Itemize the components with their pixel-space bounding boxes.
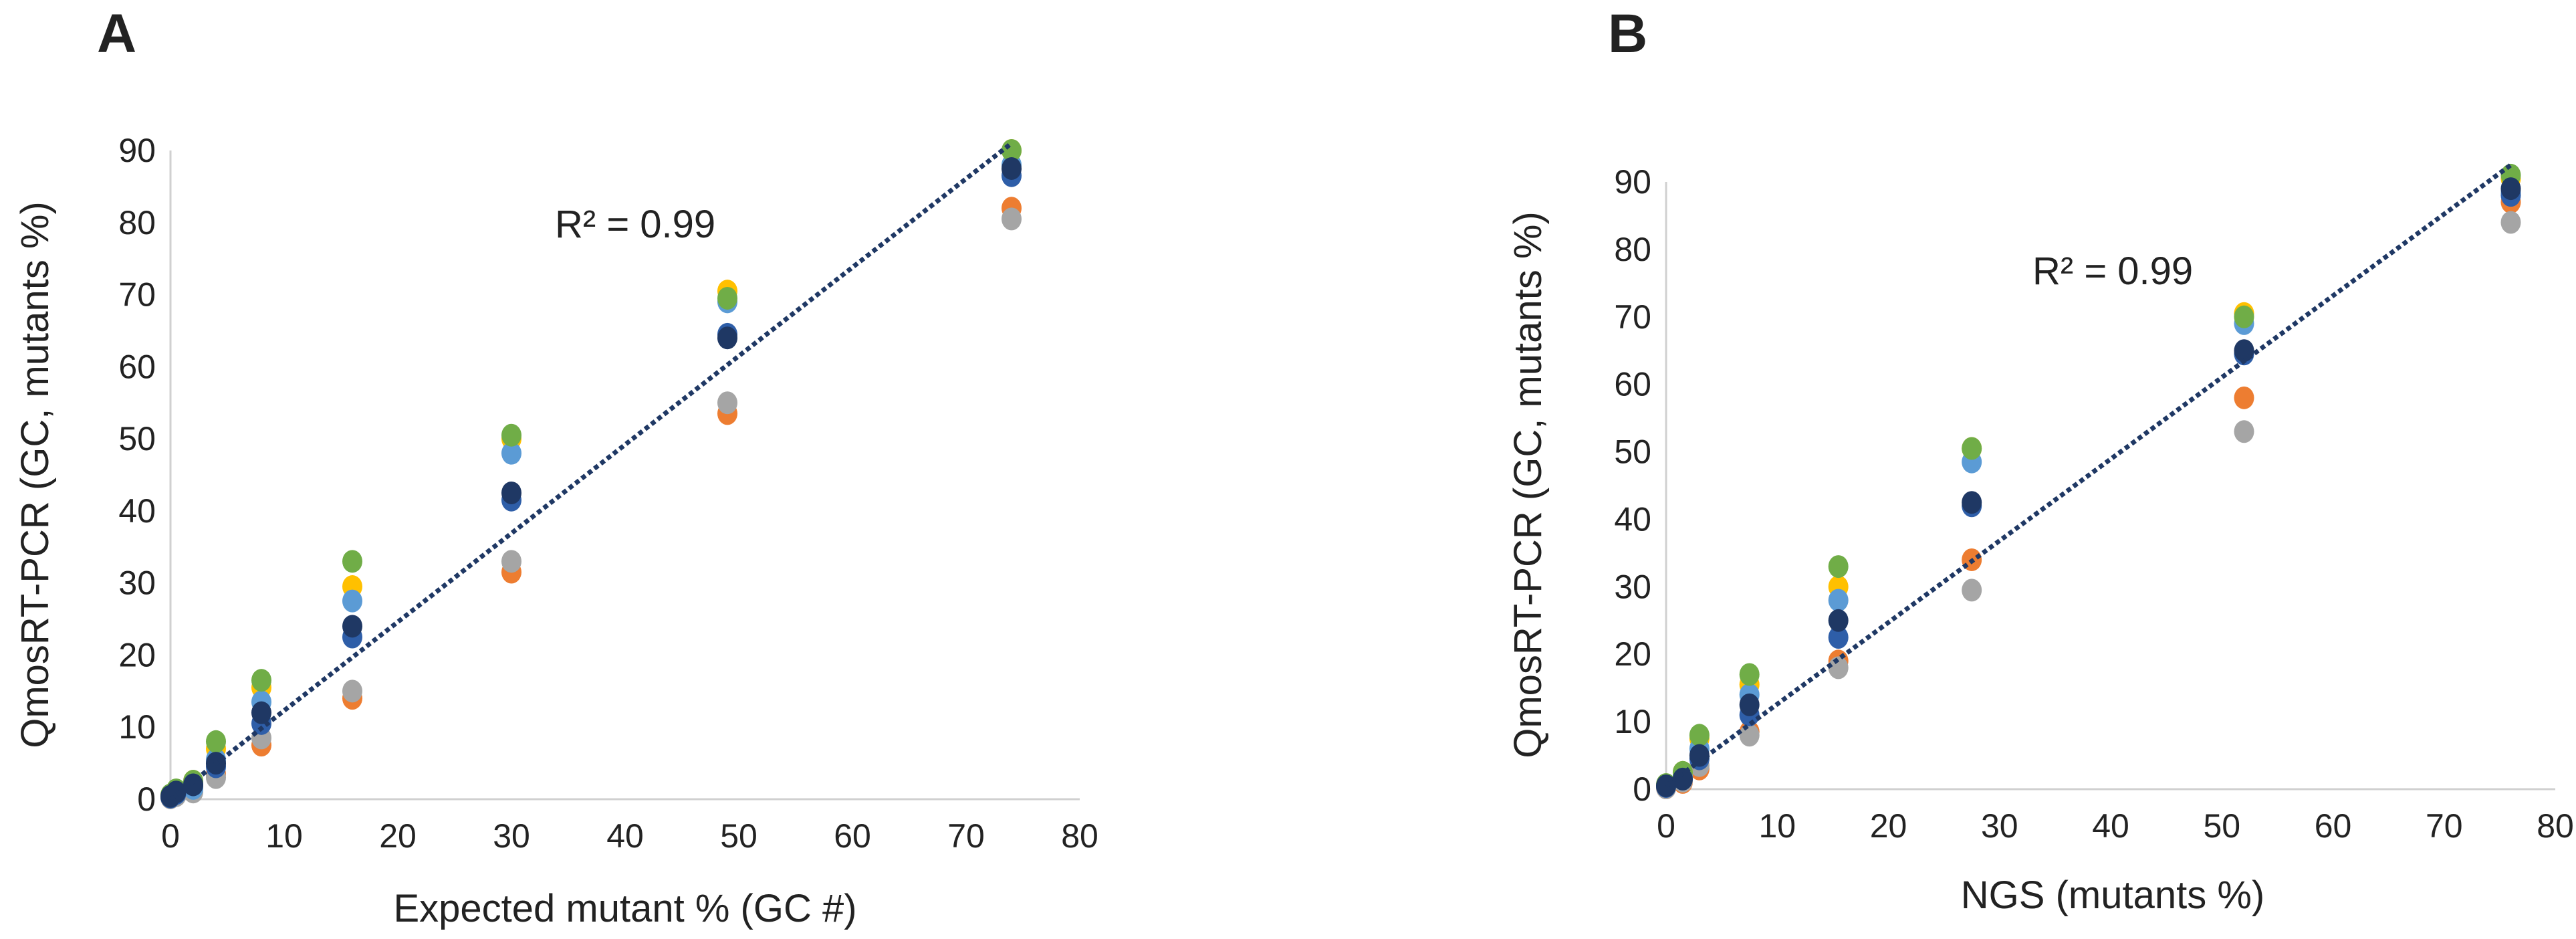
panel-b-y-tick-label: 30 — [1614, 568, 1651, 605]
panel-a-series-green-point — [501, 423, 521, 447]
panel-a-y-tick-label: 10 — [118, 708, 156, 746]
panel-b-y-tick-label: 0 — [1633, 770, 1651, 808]
panel-a-x-tick-label: 50 — [720, 817, 757, 855]
panel-b-series-green-point — [1962, 437, 1982, 460]
panel-a-x-tick-label: 40 — [606, 817, 644, 855]
panel-a-series-green-point — [342, 550, 362, 573]
panel-a-letter: A — [97, 3, 136, 64]
panel-b-y-tick-label: 60 — [1614, 366, 1651, 403]
panel-b-series-navy-point — [1739, 693, 1760, 716]
panel-b-x-tick-label: 80 — [2537, 807, 2574, 845]
panel-a-x-ticks: 0 10 20 30 40 50 60 70 80 — [161, 817, 1098, 855]
panel-a-y-tick-label: 60 — [118, 348, 156, 385]
panel-b-series-navy-point — [2500, 177, 2521, 201]
panel-b-x-axis-title: NGS (mutants %) — [1961, 873, 2264, 917]
panel-b-series-blue-point — [1828, 626, 1849, 649]
panel-a-series-gray-point — [717, 391, 737, 415]
panel-a-series-navy-point — [183, 773, 203, 797]
panel-a-x-tick-label: 80 — [1061, 817, 1098, 855]
panel-b-series-green-point — [1828, 555, 1849, 579]
panel-b-series-gray-point — [1828, 656, 1849, 680]
panel-b-x-tick-label: 70 — [2426, 807, 2463, 845]
panel-b-series-gray-point — [1739, 724, 1760, 747]
panel-b-x-tick-label: 20 — [1870, 807, 1907, 845]
panel-a-y-tick-label: 70 — [118, 276, 156, 314]
panel-a-y-tick-label: 30 — [118, 564, 156, 602]
panel-a-points — [160, 139, 1022, 809]
panel-b-y-ticks: 0 10 20 30 40 50 60 70 80 90 — [1614, 163, 1651, 808]
panel-a-series-navy-point — [342, 615, 362, 638]
panel-a: A 0 10 20 30 40 50 60 70 80 0102030405060708090 … — [13, 3, 1098, 930]
panel-b-series-lightblue-point — [1828, 589, 1849, 612]
panel-a-series-navy-point — [1002, 156, 1022, 180]
panel-b-series-navy-point — [1672, 767, 1693, 791]
panel-a-series-navy-point — [251, 701, 271, 724]
panel-a-y-tick-label: 90 — [118, 132, 156, 169]
panel-a-series-gray-point — [1002, 207, 1022, 231]
panel-b-x-tick-label: 10 — [1758, 807, 1796, 845]
panel-b-x-ticks: 0 10 20 30 40 50 60 70 80 — [1657, 807, 2574, 845]
panel-a-series-lightblue-point — [342, 589, 362, 613]
panel-b-series-gray-point — [2500, 211, 2521, 234]
panel-a-series-green-point — [206, 730, 226, 753]
panel-a-series-navy-point — [501, 481, 521, 504]
panel-b-series-green-point — [1739, 663, 1760, 686]
panel-b-y-tick-label: 80 — [1614, 231, 1651, 268]
panel-b-y-tick-label: 50 — [1614, 433, 1651, 471]
panel-a-y-ticks: 0 10 20 30 40 50 60 70 80 90 — [118, 132, 156, 818]
panel-b-x-tick-label: 50 — [2203, 807, 2240, 845]
panel-b-y-tick-label: 70 — [1614, 298, 1651, 336]
panel-a-r-squared: R² = 0.99 — [555, 203, 715, 246]
panel-b-series-gray-point — [2234, 420, 2254, 443]
panel-a-series-navy-point — [717, 326, 737, 350]
panel-a-x-tick-label: 20 — [379, 817, 417, 855]
panel-a-x-tick-label: 10 — [265, 817, 303, 855]
panel-a-trendline — [168, 141, 1014, 801]
panel-b-series-navy-point — [1962, 491, 1982, 514]
panel-b-series-green-point — [1689, 724, 1710, 747]
panel-a-y-tick-label: 50 — [118, 420, 156, 457]
panel-a-series-gray-point — [342, 680, 362, 703]
panel-b-trendline — [1664, 163, 2512, 788]
panel-b: B 0 10 20 30 40 50 60 70 80 0102030405060708090 … — [1506, 3, 2574, 917]
panel-a-x-axis-title: Expected mutant % (GC #) — [393, 887, 856, 930]
panel-b-x-tick-label: 0 — [1657, 807, 1675, 845]
panel-a-y-axis-title: QmosRT-PCR (GC, mutants %) — [13, 201, 57, 748]
panel-b-r-squared: R² = 0.99 — [2032, 249, 2193, 293]
panel-b-y-tick-label: 90 — [1614, 163, 1651, 201]
panel-a-x-tick-label: 60 — [834, 817, 871, 855]
panel-b-y-axis-title: QmosRT-PCR (GC, mutants %) — [1506, 211, 1550, 758]
panel-a-x-tick-label: 0 — [161, 817, 180, 855]
panel-a-y-tick-label: 80 — [118, 204, 156, 241]
panel-b-x-tick-label: 40 — [2092, 807, 2129, 845]
panel-b-y-tick-label: 40 — [1614, 500, 1651, 538]
panel-b-series-navy-point — [1689, 744, 1710, 767]
panel-a-series-gray-point — [501, 550, 521, 573]
panel-a-y-tick-label: 20 — [118, 636, 156, 673]
panel-a-y-tick-label: 0 — [137, 780, 156, 818]
panel-b-letter: B — [1608, 3, 1647, 64]
panel-b-series-orange-point — [2234, 386, 2254, 409]
panel-b-y-tick-label: 10 — [1614, 703, 1651, 740]
panel-b-series-navy-point — [1828, 609, 1849, 632]
panel-b-x-tick-label: 60 — [2315, 807, 2352, 845]
panel-b-series-green-point — [2234, 305, 2254, 328]
panel-a-series-green-point — [717, 286, 737, 310]
panel-b-x-tick-label: 30 — [1981, 807, 2018, 845]
panel-a-x-tick-label: 30 — [493, 817, 530, 855]
panel-b-series-gray-point — [1962, 579, 1982, 602]
panel-a-series-lightblue-point — [501, 441, 521, 465]
panel-a-y-tick-label: 40 — [118, 492, 156, 530]
panel-b-y-tick-label: 20 — [1614, 635, 1651, 673]
panel-a-series-green-point — [251, 669, 271, 692]
panel-a-x-tick-label: 70 — [947, 817, 985, 855]
